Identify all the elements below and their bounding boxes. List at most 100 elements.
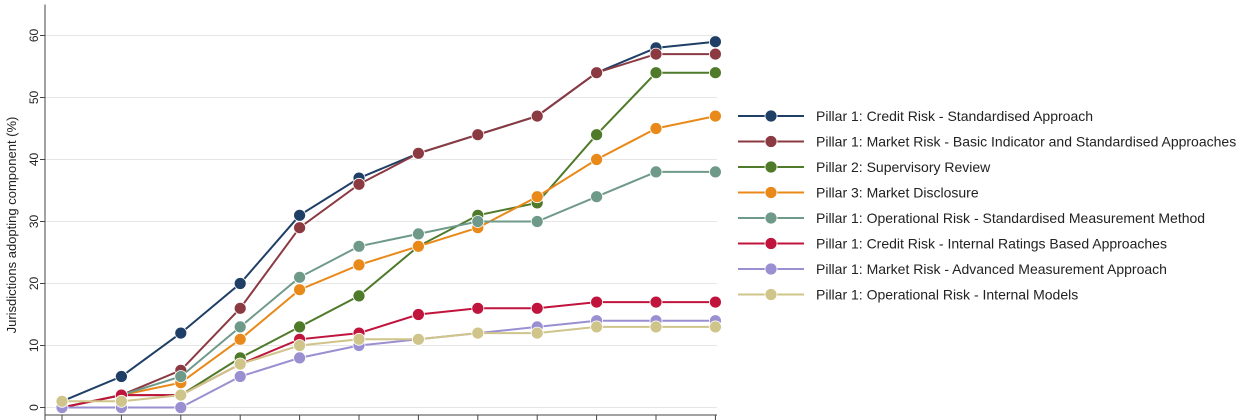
- data-point: [352, 289, 366, 303]
- data-point: [293, 221, 307, 235]
- data-point: [411, 239, 425, 253]
- data-point: [174, 370, 188, 383]
- data-point: [174, 326, 188, 340]
- data-point: [411, 308, 425, 321]
- legend-item-7: Pillar 1: Market Risk - Advanced Measure…: [738, 261, 1167, 277]
- gridlines: [45, 35, 717, 408]
- data-point: [709, 165, 722, 179]
- data-point: [590, 295, 603, 309]
- data-point: [411, 332, 425, 346]
- legend-swatch-marker: [764, 262, 778, 276]
- legend-label: Pillar 1: Operational Risk - Internal Mo…: [816, 287, 1078, 303]
- data-point: [233, 277, 247, 290]
- data-point: [471, 326, 485, 340]
- data-point: [55, 394, 69, 408]
- data-point: [590, 320, 603, 334]
- series-line: [61, 170, 716, 409]
- data-point: [293, 283, 307, 297]
- data-point: [709, 35, 722, 49]
- data-point: [411, 146, 425, 160]
- data-point: [530, 215, 544, 228]
- y-tick-label: 50: [27, 91, 41, 105]
- legend-label: Pillar 1: Credit Risk - Standardised App…: [816, 108, 1093, 124]
- data-point: [709, 295, 722, 309]
- legend-label: Pillar 1: Market Risk - Advanced Measure…: [816, 261, 1167, 277]
- data-point: [590, 190, 603, 204]
- legend-swatch-marker: [764, 237, 778, 250]
- legend-swatch-marker: [764, 160, 778, 174]
- y-tick-label: 10: [27, 339, 41, 353]
- data-point: [649, 320, 663, 334]
- y-axis-title: Jurisdictions adopting component (%): [4, 117, 19, 334]
- data-point: [530, 301, 544, 315]
- series-line: [61, 301, 716, 409]
- data-point: [709, 320, 722, 334]
- data-point: [709, 47, 722, 61]
- data-point: [352, 239, 366, 253]
- legend-item-5: Pillar 1: Operational Risk - Standardise…: [738, 210, 1205, 226]
- series-2: [55, 47, 722, 414]
- y-tick-label: 60: [27, 29, 41, 43]
- data-point: [233, 301, 247, 315]
- data-point: [293, 270, 307, 284]
- series-6: [55, 295, 722, 414]
- series-line: [61, 53, 716, 409]
- legend-label: Pillar 1: Market Risk - Basic Indicator …: [816, 134, 1236, 150]
- legend: Pillar 1: Credit Risk - Standardised App…: [738, 108, 1236, 303]
- series-line: [61, 115, 716, 409]
- legend-label: Pillar 1: Credit Risk - Internal Ratings…: [816, 236, 1167, 252]
- data-point: [649, 295, 663, 309]
- data-point: [590, 66, 603, 80]
- series-8: [55, 320, 722, 408]
- data-point: [115, 394, 128, 408]
- legend-item-1: Pillar 1: Credit Risk - Standardised App…: [738, 108, 1093, 124]
- data-point: [293, 208, 307, 222]
- y-tick-label: 40: [27, 153, 41, 167]
- data-point: [709, 66, 722, 80]
- y-tick-label: 20: [27, 277, 41, 291]
- y-tick-label: 30: [27, 215, 41, 229]
- data-point: [471, 128, 485, 142]
- data-point: [293, 351, 307, 365]
- data-point: [352, 177, 366, 191]
- series-line: [62, 325, 716, 403]
- data-point: [293, 320, 307, 334]
- data-point: [590, 153, 603, 166]
- legend-item-8: Pillar 1: Operational Risk - Internal Mo…: [738, 287, 1078, 303]
- y-axis: 0 10 20 30 40 50 60: [27, 4, 717, 420]
- data-point: [115, 370, 128, 383]
- legend-label: Pillar 1: Operational Risk - Standardise…: [816, 210, 1205, 226]
- legend-swatch-marker: [764, 288, 778, 301]
- data-point: [471, 301, 485, 315]
- legend-label: Pillar 2: Supervisory Review: [816, 159, 991, 175]
- data-point: [590, 128, 603, 142]
- legend-label: Pillar 3: Market Disclosure: [816, 185, 979, 201]
- data-point: [530, 190, 544, 204]
- y-tick-label: 0: [27, 404, 41, 411]
- data-point: [233, 332, 247, 346]
- series-line: [62, 319, 716, 409]
- data-point: [649, 47, 663, 61]
- data-point: [174, 388, 188, 402]
- data-point: [709, 109, 722, 123]
- data-point: [649, 122, 663, 135]
- data-point: [530, 326, 544, 340]
- data-point: [649, 165, 663, 179]
- legend-swatch-marker: [764, 135, 778, 148]
- series-4: [55, 109, 722, 414]
- data-point: [352, 332, 366, 346]
- series-5: [55, 165, 722, 414]
- legend-item-6: Pillar 1: Credit Risk - Internal Ratings…: [738, 236, 1167, 252]
- data-point: [530, 109, 544, 123]
- data-point: [352, 258, 366, 272]
- data-point: [233, 370, 247, 383]
- legend-swatch-marker: [764, 211, 778, 225]
- data-point: [471, 215, 485, 228]
- data-point: [411, 227, 425, 241]
- legend-swatch-marker: [764, 109, 778, 123]
- legend-swatch-marker: [764, 186, 778, 199]
- series-lines: [55, 35, 722, 414]
- data-point: [293, 339, 307, 352]
- data-point: [233, 357, 247, 371]
